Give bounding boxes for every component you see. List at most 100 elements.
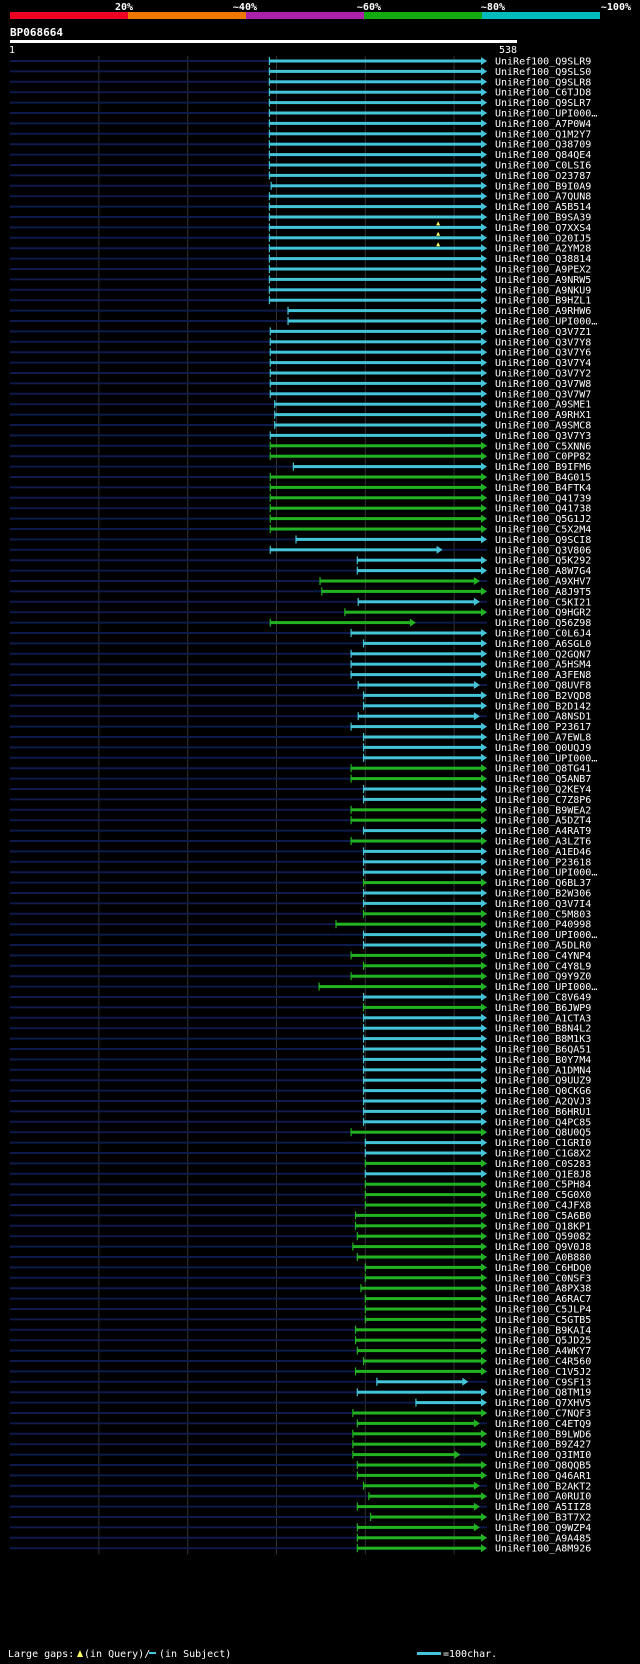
hit-label[interactable]: UniRef100_B9LWD6 — [495, 1429, 591, 1440]
hit-label[interactable]: UniRef100_Q3V7Y6 — [495, 348, 591, 359]
hit-label[interactable]: UniRef100_C5PH84 — [495, 1180, 591, 1191]
hit-row[interactable]: UniRef100_O20IJ5 — [10, 231, 591, 245]
hit-row[interactable]: UniRef100_Q3V7Y6 — [10, 348, 591, 359]
hit-row[interactable]: UniRef100_B9WEA2 — [10, 805, 591, 816]
hit-row[interactable]: UniRef100_C5X2M4 — [10, 525, 591, 536]
hit-label[interactable]: UniRef100_A5HSM4 — [495, 660, 591, 671]
hit-row[interactable]: UniRef100_C1G8X2 — [10, 1149, 591, 1160]
hit-row[interactable]: UniRef100_Q3V7Y4 — [10, 358, 591, 369]
hit-label[interactable]: UniRef100_Q84QE4 — [495, 150, 591, 161]
hit-row[interactable]: UniRef100_Q46AR1 — [10, 1471, 591, 1482]
hit-label[interactable]: UniRef100_P40998 — [495, 920, 591, 931]
hit-row[interactable]: UniRef100_B4G015 — [10, 473, 591, 484]
hit-row[interactable]: UniRef100_C0L6J4 — [10, 629, 591, 640]
hit-label[interactable]: UniRef100_Q4PC85 — [495, 1117, 591, 1128]
hit-label[interactable]: UniRef100_A8NSD1 — [495, 712, 591, 723]
hit-label[interactable]: UniRef100_B2D142 — [495, 701, 591, 712]
hit-row[interactable]: UniRef100_B8M1K3 — [10, 1034, 591, 1045]
hit-label[interactable]: UniRef100_C4Y8L9 — [495, 961, 591, 972]
hit-label[interactable]: UniRef100_Q3V7Y3 — [495, 431, 591, 442]
hit-label[interactable]: UniRef100_A3LZT6 — [495, 837, 591, 848]
hit-row[interactable]: UniRef100_B2AKT2 — [10, 1481, 591, 1492]
hit-label[interactable]: UniRef100_Q9V0J8 — [495, 1242, 591, 1253]
hit-label[interactable]: UniRef100_A9NRW5 — [495, 275, 591, 286]
hit-row[interactable]: UniRef100_Q0UQJ9 — [10, 743, 591, 754]
hit-row[interactable]: UniRef100_B9LWD6 — [10, 1429, 591, 1440]
hit-label[interactable]: UniRef100_B9IFM6 — [495, 462, 591, 473]
hit-label[interactable]: UniRef100_B9I0A9 — [495, 181, 591, 192]
hit-row[interactable]: UniRef100_B8N4L2 — [10, 1024, 591, 1035]
hit-row[interactable]: UniRef100_Q9UUZ9 — [10, 1076, 591, 1087]
hit-row[interactable]: UniRef100_C0PP82 — [10, 452, 591, 463]
hit-row[interactable]: UniRef100_C6HDQ0 — [10, 1263, 591, 1274]
hit-label[interactable]: UniRef100_Q3V7I4 — [495, 899, 591, 910]
hit-row[interactable]: UniRef100_Q8TM19 — [10, 1388, 591, 1399]
hit-row[interactable]: UniRef100_Q5G1J2 — [10, 514, 591, 525]
hit-label[interactable]: UniRef100_Q2GQN7 — [495, 649, 591, 660]
hit-label[interactable]: UniRef100_Q5JD25 — [495, 1336, 591, 1347]
hit-row[interactable]: UniRef100_C0S283 — [10, 1159, 591, 1170]
hit-row[interactable]: UniRef100_UPI000… — [10, 317, 597, 328]
hit-row[interactable]: UniRef100_A9XHV7 — [10, 577, 591, 588]
hit-row[interactable]: UniRef100_A7QUN8 — [10, 192, 591, 203]
hit-label[interactable]: UniRef100_Q6BL37 — [495, 878, 591, 889]
hit-label[interactable]: UniRef100_Q9UUZ9 — [495, 1076, 591, 1087]
hit-label[interactable]: UniRef100_UPI000… — [495, 982, 597, 993]
hit-row[interactable]: UniRef100_C0NSF3 — [10, 1273, 591, 1284]
hit-row[interactable]: UniRef100_A7EWL8 — [10, 733, 591, 744]
hit-label[interactable]: UniRef100_A5B514 — [495, 202, 591, 213]
hit-row[interactable]: UniRef100_Q3V7Y2 — [10, 369, 591, 380]
hit-label[interactable]: UniRef100_Q3V7Y4 — [495, 358, 591, 369]
hit-row[interactable]: UniRef100_Q7XXS4 — [10, 221, 591, 234]
hit-row[interactable]: UniRef100_Q56Z98 — [10, 618, 591, 629]
hit-row[interactable]: UniRef100_Q3V7I4 — [10, 899, 591, 910]
hit-label[interactable]: UniRef100_Q9Y9Z0 — [495, 972, 591, 983]
hit-row[interactable]: UniRef100_C4JFX8 — [10, 1201, 591, 1212]
hit-label[interactable]: UniRef100_C5X2M4 — [495, 525, 591, 536]
hit-row[interactable]: UniRef100_B6HRU1 — [10, 1107, 591, 1118]
hit-label[interactable]: UniRef100_Q3V7Y8 — [495, 337, 591, 348]
hit-row[interactable]: UniRef100_Q4PC85 — [10, 1117, 591, 1128]
hit-row[interactable]: UniRef100_B3T7X2 — [10, 1513, 591, 1524]
hit-row[interactable]: UniRef100_Q5JD25 — [10, 1336, 591, 1347]
hit-row[interactable]: UniRef100_C4R560 — [10, 1357, 591, 1368]
hit-label[interactable]: UniRef100_Q3V7Z1 — [495, 327, 591, 338]
hit-label[interactable]: UniRef100_C1V5J2 — [495, 1367, 591, 1378]
hit-row[interactable]: UniRef100_Q3V7W7 — [10, 389, 591, 400]
hit-row[interactable]: UniRef100_B2W306 — [10, 889, 591, 900]
hit-label[interactable]: UniRef100_Q1E8J8 — [495, 1169, 591, 1180]
hit-label[interactable]: UniRef100_A9RHW6 — [495, 306, 591, 317]
hit-row[interactable]: UniRef100_C6TJD8 — [10, 88, 591, 99]
hit-row[interactable]: UniRef100_C5JLP4 — [10, 1305, 591, 1316]
hit-row[interactable]: UniRef100_A2QVJ3 — [10, 1097, 591, 1108]
hit-row[interactable]: UniRef100_A8M926 — [10, 1544, 591, 1555]
hit-label[interactable]: UniRef100_C4R560 — [495, 1357, 591, 1368]
hit-label[interactable]: UniRef100_B6HRU1 — [495, 1107, 591, 1118]
hit-label[interactable]: UniRef100_A0RUI0 — [495, 1492, 591, 1503]
hit-row[interactable]: UniRef100_UPI000… — [10, 930, 597, 941]
hit-label[interactable]: UniRef100_Q59082 — [495, 1232, 591, 1243]
hit-row[interactable]: UniRef100_A6RAC7 — [10, 1294, 591, 1305]
hit-row[interactable]: UniRef100_B0Y7M4 — [10, 1055, 591, 1066]
hit-row[interactable]: UniRef100_A5IIZ8 — [10, 1502, 591, 1513]
hit-row[interactable]: UniRef100_C4Y8L9 — [10, 961, 591, 972]
hit-row[interactable]: UniRef100_A7P0W4 — [10, 119, 591, 130]
hit-label[interactable]: UniRef100_Q38814 — [495, 254, 591, 265]
hit-label[interactable]: UniRef100_A4WKY7 — [495, 1346, 591, 1357]
hit-row[interactable]: UniRef100_Q9WZP4 — [10, 1523, 591, 1534]
hit-label[interactable]: UniRef100_C9SF13 — [495, 1377, 591, 1388]
hit-label[interactable]: UniRef100_C5A6B0 — [495, 1211, 591, 1222]
hit-row[interactable]: UniRef100_C8V649 — [10, 993, 591, 1004]
hit-label[interactable]: UniRef100_Q3V7Y2 — [495, 369, 591, 380]
hit-label[interactable]: UniRef100_C5XNN6 — [495, 441, 591, 452]
hit-row[interactable]: UniRef100_Q3V7Y8 — [10, 337, 591, 348]
hit-label[interactable]: UniRef100_A1DMN4 — [495, 1065, 591, 1076]
hit-label[interactable]: UniRef100_C0LSI6 — [495, 161, 591, 172]
hit-label[interactable]: UniRef100_Q9SLR7 — [495, 98, 591, 109]
hit-label[interactable]: UniRef100_Q9SLR9 — [495, 57, 591, 68]
hit-label[interactable]: UniRef100_Q8QQB5 — [495, 1461, 591, 1472]
hit-row[interactable]: UniRef100_C1GRI0 — [10, 1138, 591, 1149]
hit-row[interactable]: UniRef100_A0RUI0 — [10, 1492, 591, 1503]
hit-row[interactable]: UniRef100_Q7XHV5 — [10, 1398, 591, 1409]
hit-row[interactable]: UniRef100_Q3V7Z1 — [10, 327, 591, 338]
